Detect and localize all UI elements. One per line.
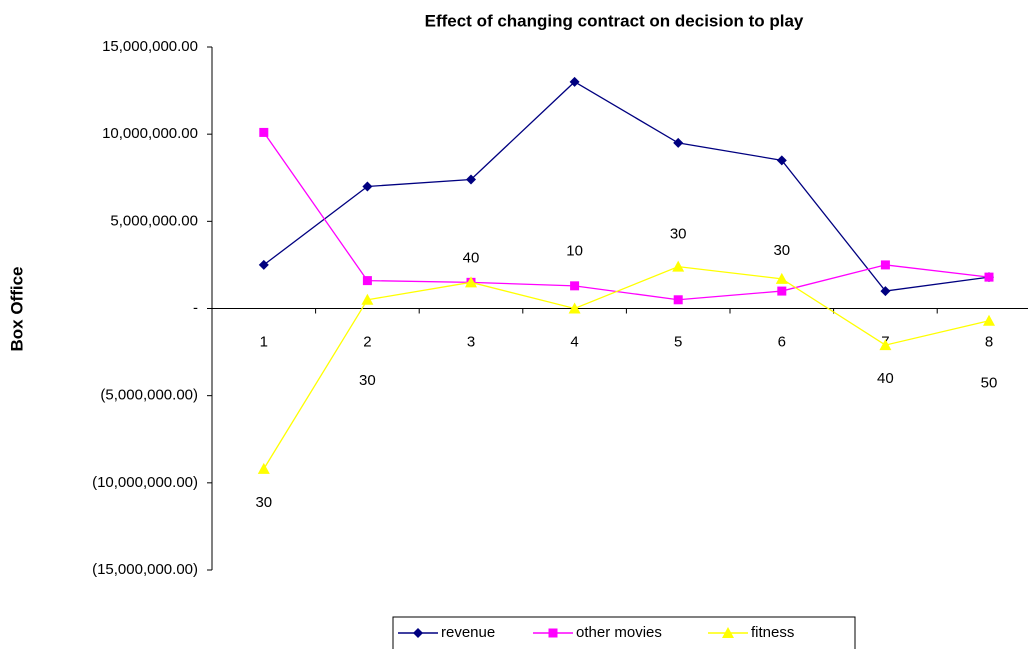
data-point [258,259,269,270]
point-label: 10 [566,242,583,259]
legend-label: other movies [576,624,662,641]
x-tick-label: 2 [363,333,371,350]
y-tick-label: 10,000,000.00 [102,125,198,142]
point-label: 30 [359,372,376,389]
y-tick-label: 5,000,000.00 [110,212,198,229]
data-point [362,181,373,192]
data-point [673,295,683,305]
series-line [263,132,990,301]
legend-label: revenue [441,624,495,641]
data-point [362,276,372,286]
y-tick-label: (5,000,000.00) [100,387,198,404]
point-label: 30 [773,242,790,259]
x-tick-label: 5 [674,333,682,350]
data-point [361,293,374,305]
data-point [569,76,580,87]
point-label: 30 [255,494,272,511]
data-point [672,260,685,272]
series-line [263,81,990,292]
data-point [465,276,477,288]
data-point [776,155,787,166]
x-tick-label: 6 [778,333,786,350]
y-tick-label: (10,000,000.00) [92,474,198,491]
legend-marker [722,627,734,638]
data-point [466,174,476,185]
chart-title: Effect of changing contract on decision … [425,11,804,30]
y-tick-label: (15,000,000.00) [92,561,198,578]
data-point [570,281,580,291]
data-point [984,272,994,282]
data-point [777,286,787,296]
x-tick-label: 3 [467,333,475,350]
y-axis-label: Box Office [7,266,26,351]
data-point [568,302,581,314]
point-label: 40 [463,249,480,266]
data-point [983,314,995,326]
y-tick-label: - [193,299,198,316]
data-point [259,127,269,137]
x-tick-label: 4 [570,333,578,350]
x-tick-label: 1 [260,333,268,350]
legend-label: fitness [751,624,794,641]
data-point [775,272,788,284]
legend-marker [413,628,423,638]
point-label: 30 [670,226,687,243]
point-label: 40 [877,370,894,387]
data-point [880,286,891,297]
x-tick-label: 8 [985,333,993,350]
data-point [257,462,270,474]
series-line [263,265,990,470]
legend-box [392,616,856,649]
point-label: 50 [981,375,998,392]
legend-marker [548,628,558,638]
data-point [673,137,684,148]
y-tick-label: 15,000,000.00 [102,38,198,55]
data-point [879,339,892,351]
data-point [880,260,890,270]
